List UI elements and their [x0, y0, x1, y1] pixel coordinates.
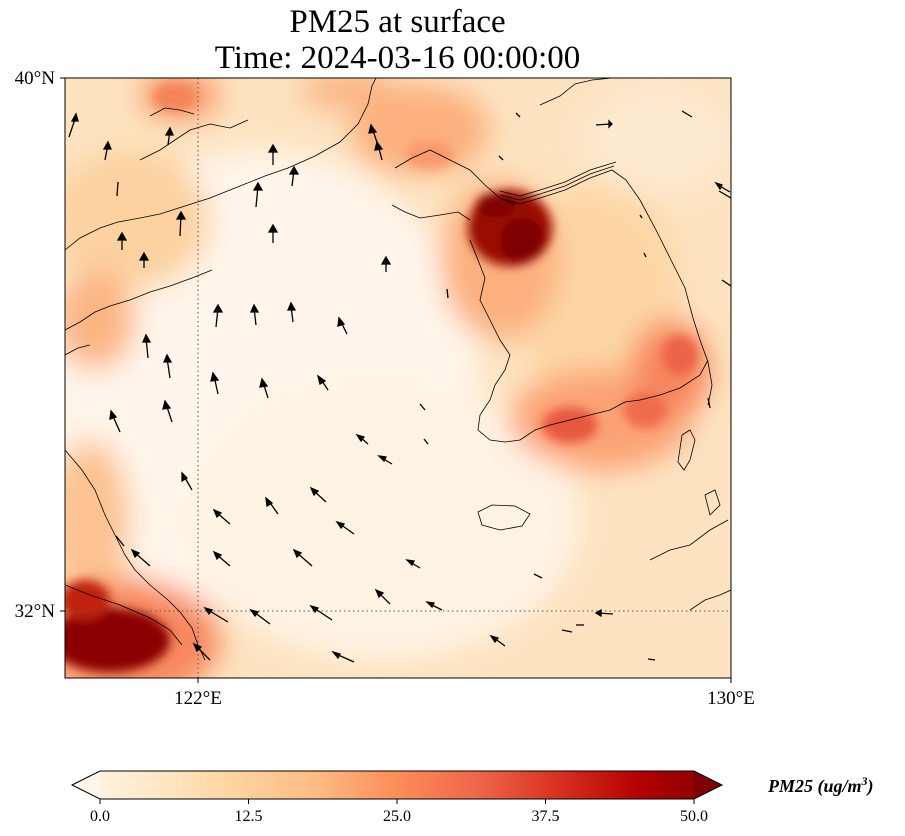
colorbar-tick-0: 0.0	[90, 808, 110, 825]
map-frame	[64, 77, 732, 679]
wind-vectors	[68, 110, 732, 663]
lat-tick-32n: 32°N	[15, 601, 56, 622]
colorbar-label: PM25 (ug/m3)	[768, 774, 874, 796]
axis-ticks	[60, 77, 732, 683]
lat-tick-40n: 40°N	[15, 68, 56, 89]
map-title-line2: Time: 2024-03-16 00:00:00	[214, 40, 581, 76]
lon-tick-130e: 130°E	[707, 688, 755, 709]
map-title-line1: PM25 at surface	[289, 4, 506, 40]
coastlines	[65, 78, 731, 661]
colorbar: 0.0 12.5 25.0 37.5 50.0	[70, 770, 724, 825]
lon-tick-122e: 122°E	[174, 688, 222, 709]
colorbar-tick-4: 50.0	[680, 808, 708, 825]
gridlines	[65, 78, 731, 678]
pm25-field	[65, 78, 731, 678]
colorbar-tick-3: 37.5	[532, 808, 560, 825]
colorbar-tick-1: 12.5	[235, 808, 263, 825]
colorbar-tick-2: 25.0	[383, 808, 411, 825]
